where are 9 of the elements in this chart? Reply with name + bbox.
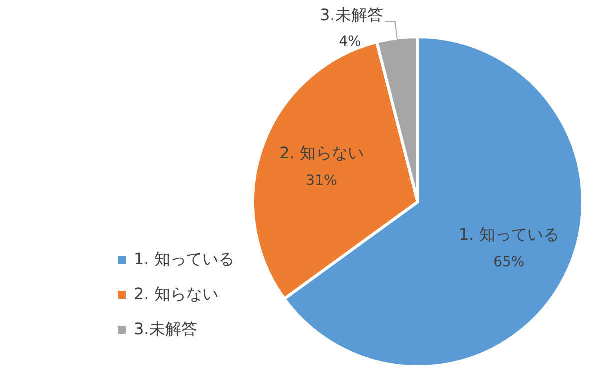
data-label: 4%	[339, 34, 362, 50]
slice-label: 1. 知っている	[458, 224, 560, 244]
legend-label: 1. 知っている	[134, 249, 234, 268]
slice-label: 2. 知らない	[280, 144, 364, 163]
slice-label: 3.未解答	[320, 5, 384, 24]
data-label: 65%	[494, 254, 525, 270]
legend-label: 2. 知らない	[134, 284, 218, 304]
legend-label: 3.未解答	[134, 319, 198, 338]
data-label: 31%	[306, 173, 338, 190]
